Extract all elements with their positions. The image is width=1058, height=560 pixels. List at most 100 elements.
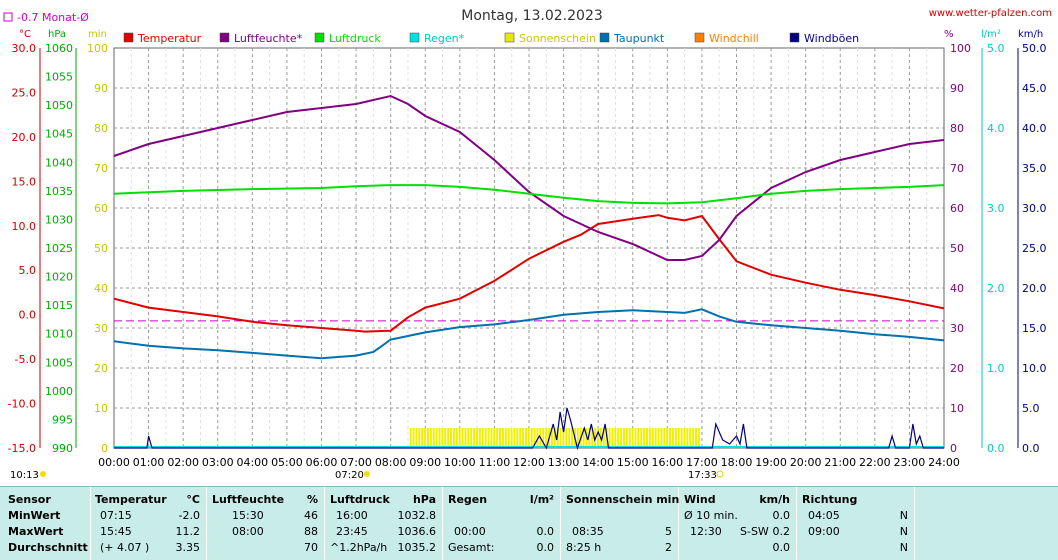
wind-tick: 35.0 — [1022, 162, 1047, 175]
series-line-1 — [113, 94, 945, 261]
press-min-value: 1032.8 — [397, 509, 437, 522]
legend-label-1: Luftfeuchte* — [234, 32, 303, 45]
sunshine-bar — [657, 428, 660, 448]
sunshine-bar — [542, 428, 545, 448]
humidity-tick: 0 — [950, 442, 957, 455]
sunshine-bar — [452, 428, 455, 448]
humidity-tick: 100 — [950, 42, 971, 55]
sunshine-bar — [455, 428, 458, 448]
sunshine-bar — [628, 428, 631, 448]
sunshine-bar — [550, 428, 553, 448]
wind-tick: 0.0 — [1022, 442, 1040, 455]
rain-max-value: 0.0 — [536, 525, 555, 538]
hour-tick: 10:00 — [444, 456, 476, 469]
sunshine-bar — [533, 428, 536, 448]
sunshine-bar — [470, 428, 473, 448]
temp-tick: -15.0 — [8, 442, 36, 455]
wind-max-value: 0.2 — [772, 525, 791, 538]
chart-title: Montag, 13.02.2023 — [461, 8, 603, 24]
minutes-tick: 0 — [101, 442, 108, 455]
hour-tick: 13:00 — [548, 456, 580, 469]
stats-col-wind: Wind km/h Ø 10 min. 0.0 12:30 S-SW 0.2 0… — [678, 487, 797, 560]
sunshine-bar — [507, 428, 510, 448]
hum-max-time: 08:00 — [232, 525, 264, 538]
sunrise-icon — [364, 471, 370, 477]
pressure-tick: 1020 — [45, 271, 73, 284]
minutes-tick: 80 — [94, 122, 108, 135]
sunshine-bar — [461, 428, 464, 448]
header-dir: Richtung — [802, 493, 858, 506]
wind-tick: 40.0 — [1022, 122, 1047, 135]
sunshine-bar — [654, 428, 657, 448]
hour-tick: 12:00 — [513, 456, 545, 469]
wind-avg-value: 0.0 — [772, 541, 791, 554]
sunshine-bar — [530, 428, 533, 448]
rain-max-time: 00:00 — [454, 525, 486, 538]
pressure-tick: 1000 — [45, 385, 73, 398]
sunshine-bar — [438, 428, 441, 448]
sunshine-bar — [450, 428, 453, 448]
rain-total-value: 0.0 — [536, 541, 555, 554]
legend-label-6: Windchill — [709, 32, 759, 45]
sunshine-bar — [447, 428, 450, 448]
pressure-tick: 1015 — [45, 299, 73, 312]
axes: 30.0 25.0 20.0 15.0 10.0 5.0 0.0 -5.0 -10.0 -15.0… — [8, 42, 1047, 469]
row-label-min: MinWert — [8, 509, 61, 522]
sunshine-bar — [683, 428, 686, 448]
sunshine-bar — [556, 428, 559, 448]
pressure-tick: 1060 — [45, 42, 73, 55]
sunshine-bar — [646, 428, 649, 448]
pressure-tick: 1005 — [45, 356, 73, 369]
header-sensor: Sensor — [8, 493, 51, 506]
header-press: Luftdruck — [330, 493, 390, 506]
wind-tick: 5.0 — [1022, 402, 1040, 415]
temp-min-value: -2.0 — [178, 509, 200, 522]
legend-swatch-1 — [219, 32, 230, 43]
sunshine-bar — [568, 428, 571, 448]
temp-tick: 30.0 — [12, 42, 37, 55]
wind-unit: km/h — [1018, 29, 1043, 40]
hour-tick: 23:00 — [894, 456, 926, 469]
sunshine-bar — [484, 428, 487, 448]
temp-tick: 10.0 — [12, 220, 37, 233]
header-rain-unit: l/m² — [529, 493, 554, 506]
legend-swatch-7 — [789, 32, 800, 43]
monthly-avg-marker-icon — [3, 12, 13, 22]
sunshine-bar — [409, 428, 412, 448]
series-line-4 — [114, 407, 944, 451]
sunshine-bar — [625, 428, 628, 448]
sunshine-bar — [669, 428, 672, 448]
temp-avg-value: 3.35 — [175, 541, 201, 554]
wind-tick: 25.0 — [1022, 242, 1047, 255]
rain-tick: 1.0 — [987, 362, 1005, 375]
sunshine-bar — [473, 428, 476, 448]
site-link[interactable]: www.wetter-pfalzen.com — [929, 8, 1052, 19]
pressure-tick: 990 — [52, 442, 73, 455]
sunshine-bar — [493, 428, 496, 448]
humidity-tick: 10 — [950, 402, 964, 415]
sunshine-bar — [418, 428, 421, 448]
header-wind: Wind — [684, 493, 716, 506]
temp-tick: 0.0 — [19, 309, 37, 322]
rain-tick: 0.0 — [987, 442, 1005, 455]
sunshine-bar — [663, 428, 666, 448]
pressure-tick: 995 — [52, 413, 73, 426]
hour-tick: 24:00 — [928, 456, 960, 469]
sunshine-bar — [582, 428, 585, 448]
wind-tick: 15.0 — [1022, 322, 1047, 335]
pressure-tick: 1030 — [45, 213, 73, 226]
sunshine-bar — [527, 428, 530, 448]
sunshine-bar — [496, 428, 499, 448]
minutes-tick: 50 — [94, 242, 108, 255]
temp-avg-delta: (+ 4.07 ) — [100, 541, 150, 554]
sun-total-hours: 8:25 h — [566, 541, 602, 554]
sunshine-bar — [475, 428, 478, 448]
hour-tick: 20:00 — [790, 456, 822, 469]
minutes-tick: 40 — [94, 282, 108, 295]
sunshine-bar — [426, 428, 429, 448]
sunshine-bar — [524, 428, 527, 448]
header-temp: Temperatur — [95, 493, 167, 506]
wind-tick: 10.0 — [1022, 362, 1047, 375]
sunshine-bar — [695, 428, 697, 448]
pressure-tick: 1045 — [45, 128, 73, 141]
